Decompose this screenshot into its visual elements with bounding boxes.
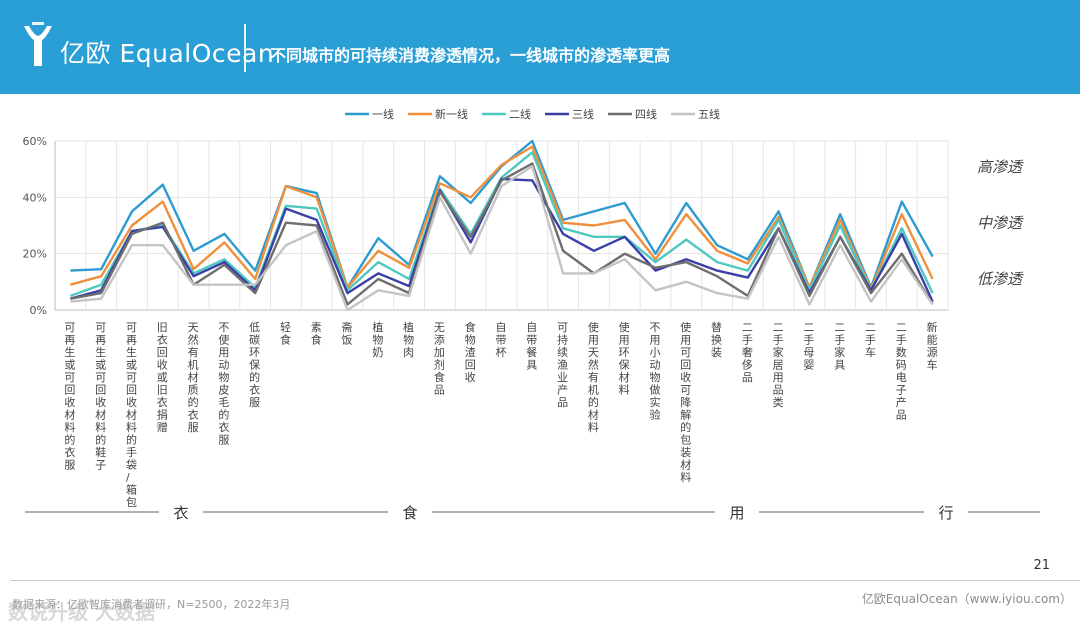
category-label-2: 可再生或可回收材料的鞋子 bbox=[95, 321, 106, 472]
header-bar: 亿欧 EqualOcean 不同城市的可持续消费渗透情况，一线城市的渗透率更高 bbox=[0, 0, 1080, 94]
group-label-bg bbox=[388, 501, 432, 523]
group-label-4: 行 bbox=[938, 504, 953, 522]
legend-label-3: 二线 bbox=[509, 107, 531, 121]
legend-label-1: 一线 bbox=[372, 107, 394, 121]
legend-label-4: 三线 bbox=[572, 107, 594, 121]
page-number: 21 bbox=[1033, 558, 1050, 573]
category-label-16: 自带餐具 bbox=[526, 321, 537, 372]
chart: 0%20%40%60% 一线 新一线 二线 三线 四线 五线 可再生或可回收材料的衣服可再… bbox=[23, 107, 1040, 523]
category-label-4: 旧衣回收或旧衣捐赠 bbox=[157, 321, 168, 434]
penetration-label-3: 低渗透 bbox=[977, 270, 1024, 288]
legend-label-6: 五线 bbox=[698, 107, 720, 121]
header-divider bbox=[244, 24, 246, 72]
chart-grid bbox=[54, 140, 949, 311]
data-source: 数据来源：亿欧智库消费者调研，N=2500，2022年3月 bbox=[12, 598, 291, 611]
group-label-2: 食 bbox=[402, 504, 417, 522]
logo-icon bbox=[24, 22, 52, 66]
category-label-8: 轻食 bbox=[280, 320, 291, 347]
chart-axes: 0% 20% 40% 60% bbox=[23, 135, 56, 317]
category-label-13: 无添加剂食品 bbox=[434, 321, 445, 397]
group-labels: 衣食用行 bbox=[25, 501, 1040, 523]
y-tick-label: 40% bbox=[23, 191, 47, 204]
group-label-bg bbox=[924, 501, 968, 523]
category-label-24: 二手家居用品类 bbox=[773, 321, 784, 409]
category-label-11: 植物奶 bbox=[372, 320, 383, 359]
category-label-7: 低碳环保的衣服 bbox=[249, 321, 260, 409]
category-labels: 可再生或可回收材料的衣服 可再生或可回收材料的鞋子 可再生或可回收材料的手袋/箱包 旧… bbox=[64, 320, 937, 509]
legend-label-2: 新一线 bbox=[435, 107, 468, 121]
brand-name: 亿欧 EqualOcean bbox=[60, 39, 275, 68]
category-label-3: 可再生或可回收材料的手袋/箱包 bbox=[126, 321, 137, 509]
series-line-3 bbox=[69, 151, 934, 298]
penetration-label-1: 高渗透 bbox=[977, 158, 1024, 176]
group-label-1: 衣 bbox=[173, 504, 188, 522]
penetration-label-2: 中渗透 bbox=[977, 214, 1024, 232]
footer-brand: 亿欧EqualOcean（www.iyiou.com） bbox=[861, 592, 1072, 606]
category-label-20: 不用小动物做实验 bbox=[649, 321, 660, 422]
category-label-1: 可再生或可回收材料的衣服 bbox=[64, 321, 75, 472]
category-label-29: 新能源车 bbox=[927, 320, 938, 372]
page-title: 不同城市的可持续消费渗透情况，一线城市的渗透率更高 bbox=[270, 46, 671, 65]
chart-series bbox=[69, 139, 934, 312]
category-label-22: 替换装 bbox=[711, 320, 722, 359]
category-label-23: 二手奢侈品 bbox=[742, 321, 753, 384]
y-tick-label: 20% bbox=[23, 248, 47, 261]
group-label-bg bbox=[159, 501, 203, 523]
category-label-28: 二手数码电子产品 bbox=[896, 321, 907, 422]
series-line-1 bbox=[70, 139, 934, 289]
category-label-27: 二手车 bbox=[865, 321, 876, 359]
category-label-15: 自带杯 bbox=[496, 321, 507, 359]
footer-divider bbox=[10, 580, 1080, 581]
group-label-bg bbox=[715, 501, 759, 523]
category-label-19: 使用环保材料 bbox=[619, 321, 630, 397]
series-line-6 bbox=[70, 165, 934, 312]
category-label-6: 不使用动物皮毛的衣服 bbox=[218, 321, 229, 447]
category-label-25: 二手母婴 bbox=[803, 321, 814, 372]
category-label-18: 使用天然有机的材料 bbox=[588, 321, 599, 434]
category-label-26: 二手家具 bbox=[834, 321, 845, 372]
group-label-3: 用 bbox=[729, 504, 744, 522]
legend-label-5: 四线 bbox=[635, 107, 657, 121]
category-label-9: 素食 bbox=[311, 321, 322, 347]
chart-legend: 一线 新一线 二线 三线 四线 五线 bbox=[345, 107, 720, 121]
category-label-21: 使用可回收可降解的包装材料 bbox=[680, 321, 691, 484]
category-label-17: 可持续渔业产品 bbox=[557, 321, 568, 409]
category-label-10: 斋饭 bbox=[342, 320, 353, 347]
y-tick-label: 0% bbox=[30, 304, 47, 317]
category-label-5: 天然有机材质的衣服 bbox=[188, 321, 199, 434]
series-line-5 bbox=[70, 162, 934, 306]
category-label-12: 植物肉 bbox=[403, 320, 414, 359]
category-label-14: 食物渣回收 bbox=[465, 320, 476, 384]
y-tick-label: 60% bbox=[23, 135, 47, 148]
